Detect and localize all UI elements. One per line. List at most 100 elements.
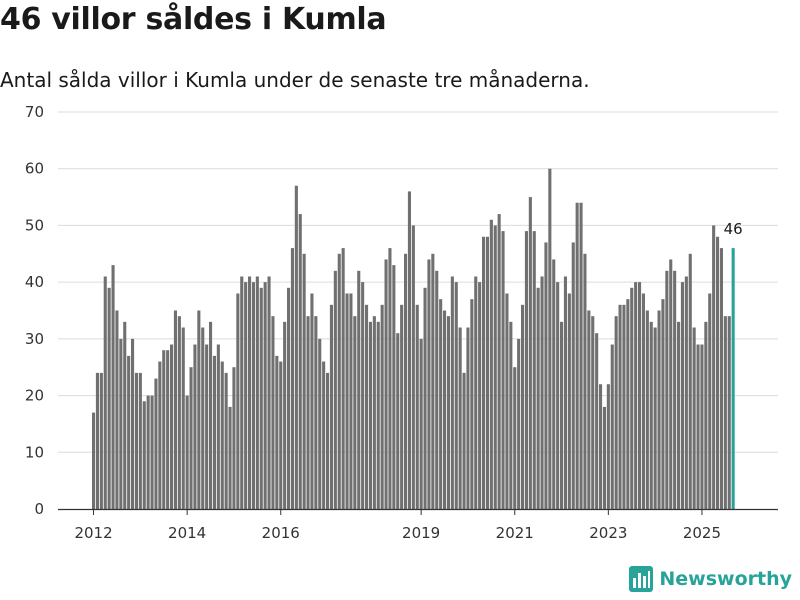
bar [696, 344, 700, 509]
bar [138, 372, 142, 509]
bar-highlight [731, 248, 735, 510]
bar [524, 231, 528, 509]
bar [567, 293, 571, 509]
x-tick-label: 2023 [589, 524, 627, 542]
bar [376, 321, 380, 509]
bar [298, 214, 302, 509]
bar [224, 372, 228, 509]
bar [263, 282, 267, 509]
bar [177, 316, 181, 509]
bar [283, 321, 287, 509]
bar [458, 327, 462, 509]
bar [353, 316, 357, 509]
bar [517, 338, 521, 509]
y-tick-label: 60 [25, 160, 44, 178]
bar [443, 310, 447, 509]
bar [649, 321, 653, 509]
bar [532, 231, 536, 509]
bar [181, 327, 185, 509]
bar [423, 287, 427, 509]
bar [509, 321, 513, 509]
bar [302, 253, 306, 509]
bar [571, 242, 575, 509]
brand-name: Newsworthy [659, 568, 792, 590]
bar [544, 242, 548, 509]
bar [244, 282, 248, 509]
y-tick-label: 10 [25, 443, 44, 461]
bar [287, 287, 291, 509]
bar [493, 225, 497, 509]
bar [357, 270, 361, 509]
y-axis-tick-labels: 0 10 20 30 40 50 60 70 [25, 103, 44, 518]
bar [166, 350, 170, 509]
bar [552, 259, 556, 509]
bar [439, 299, 443, 509]
bar [708, 293, 712, 509]
bar [610, 344, 614, 509]
bar [212, 355, 216, 509]
bar [427, 259, 431, 509]
bar [158, 361, 162, 509]
bar [665, 270, 669, 509]
bar [170, 344, 174, 509]
bar [271, 316, 275, 509]
bar [318, 338, 322, 509]
bar [251, 282, 255, 509]
bar [119, 338, 123, 509]
x-tick-label: 2014 [168, 524, 206, 542]
bar [587, 310, 591, 509]
bar [294, 185, 298, 510]
bar [407, 191, 411, 509]
bar [680, 282, 684, 509]
bar [638, 282, 642, 509]
bar [606, 384, 610, 509]
y-tick-label: 20 [25, 387, 44, 405]
bar [337, 253, 341, 509]
bar [450, 276, 454, 509]
chart-title: 46 villor såldes i Kumla [0, 2, 387, 37]
bar [579, 202, 583, 510]
y-tick-label: 30 [25, 330, 44, 348]
bar [193, 344, 197, 509]
bar [599, 384, 603, 509]
y-tick-label: 0 [34, 500, 44, 518]
bar [669, 259, 673, 509]
bar [150, 395, 154, 509]
bar [591, 316, 595, 509]
bar [536, 287, 540, 509]
bar [462, 372, 466, 509]
bar [95, 372, 99, 509]
bar [392, 265, 396, 509]
bar [314, 316, 318, 509]
x-axis-tick-labels: 2012 2014 2016 2019 2021 2023 2025 [74, 524, 721, 542]
bar [653, 327, 657, 509]
bar [306, 316, 310, 509]
bar [474, 276, 478, 509]
bar [236, 293, 240, 509]
bar [614, 316, 618, 509]
bar [279, 361, 283, 509]
bar [716, 236, 720, 509]
bar [329, 304, 333, 509]
bar [704, 321, 708, 509]
bar [92, 412, 96, 509]
bar [185, 395, 189, 509]
bar [310, 293, 314, 509]
annotations: 46 [724, 220, 743, 238]
bar [197, 310, 201, 509]
bar [400, 304, 404, 509]
bar [435, 270, 439, 509]
bar [189, 367, 193, 509]
bar [372, 316, 376, 509]
bar-series [92, 168, 735, 510]
bar [255, 276, 259, 509]
bar [173, 310, 177, 509]
bar [521, 304, 525, 509]
bar [602, 406, 606, 509]
bar [290, 248, 294, 510]
bar [99, 372, 103, 509]
bar [404, 253, 408, 509]
bar [103, 276, 107, 509]
bar [501, 231, 505, 509]
bar [622, 304, 626, 509]
